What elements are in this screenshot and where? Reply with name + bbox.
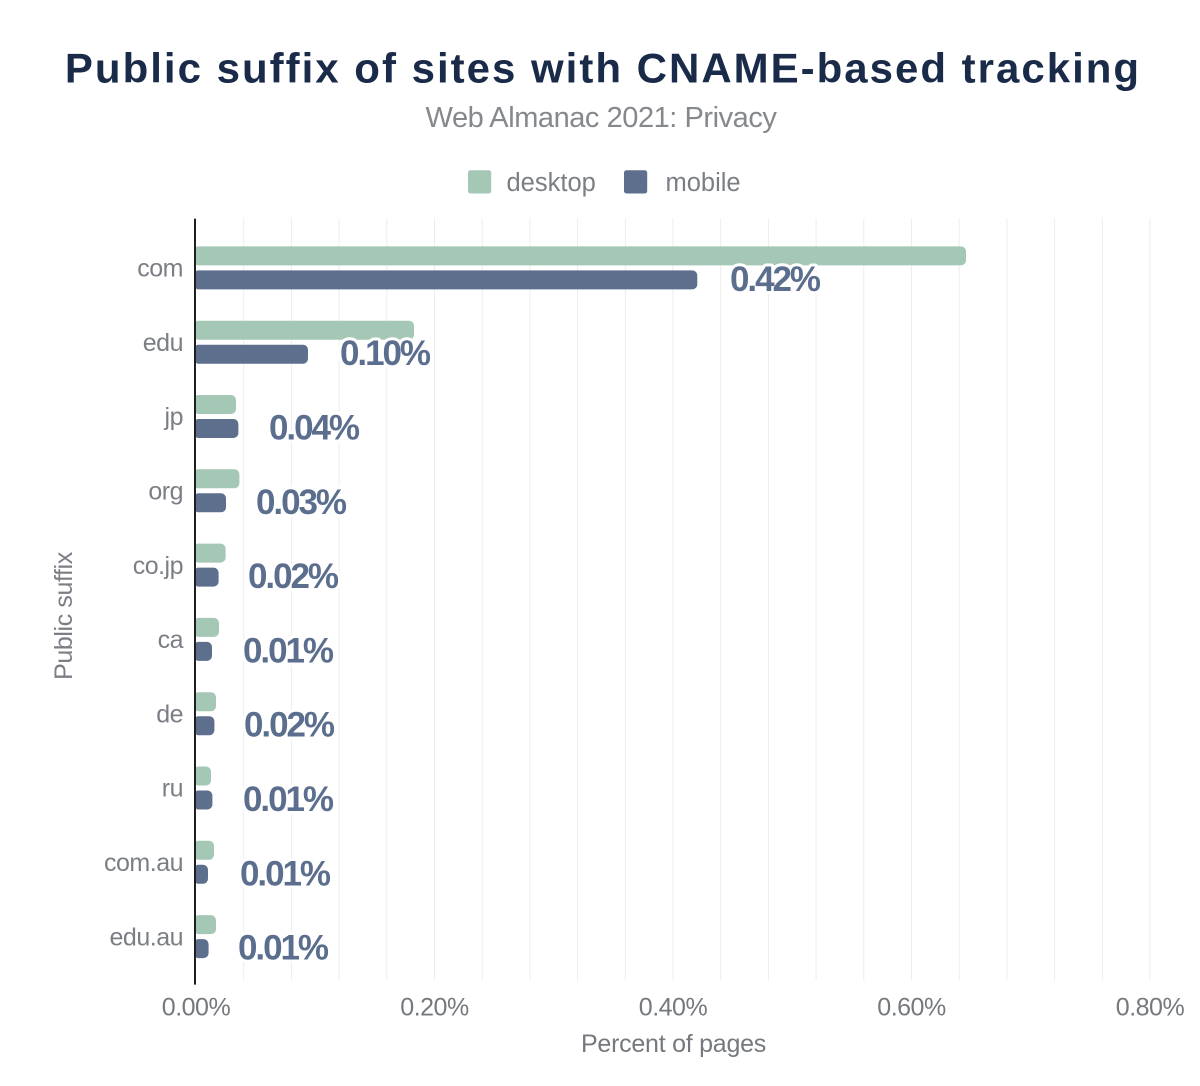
svg-text:0.20%: 0.20% xyxy=(400,994,469,1022)
svg-text:Public suffix: Public suffix xyxy=(50,551,78,680)
svg-text:0.60%: 0.60% xyxy=(877,994,946,1022)
svg-text:0.02%: 0.02% xyxy=(244,706,335,745)
svg-text:Web Almanac 2021: Privacy: Web Almanac 2021: Privacy xyxy=(426,102,778,134)
svg-text:0.10%: 0.10% xyxy=(340,334,431,373)
svg-text:edu.au: edu.au xyxy=(110,923,183,951)
svg-text:mobile: mobile xyxy=(666,169,741,197)
svg-text:edu: edu xyxy=(143,329,183,357)
svg-text:0.02%: 0.02% xyxy=(248,557,339,596)
svg-text:0.03%: 0.03% xyxy=(256,483,347,522)
svg-text:0.80%: 0.80% xyxy=(1116,994,1185,1022)
svg-text:jp: jp xyxy=(164,403,183,431)
svg-text:co.jp: co.jp xyxy=(133,552,183,580)
svg-text:0.00%: 0.00% xyxy=(162,994,231,1022)
svg-text:0.01%: 0.01% xyxy=(243,780,334,819)
svg-text:de: de xyxy=(156,700,183,728)
svg-text:com: com xyxy=(137,255,183,283)
svg-text:0.01%: 0.01% xyxy=(243,631,334,670)
svg-text:0.40%: 0.40% xyxy=(639,994,708,1022)
svg-text:desktop: desktop xyxy=(507,169,596,197)
svg-text:0.01%: 0.01% xyxy=(240,854,331,893)
svg-text:ca: ca xyxy=(158,626,184,654)
svg-text:0.01%: 0.01% xyxy=(238,929,329,968)
svg-text:0.04%: 0.04% xyxy=(269,409,360,448)
svg-text:org: org xyxy=(148,478,183,506)
svg-text:com.au: com.au xyxy=(104,849,183,877)
svg-text:Public suffix of sites with CN: Public suffix of sites with CNAME-based … xyxy=(65,45,1141,92)
svg-text:Percent of pages: Percent of pages xyxy=(581,1030,766,1058)
svg-text:ru: ru xyxy=(162,775,183,803)
svg-text:0.42%: 0.42% xyxy=(730,260,821,299)
